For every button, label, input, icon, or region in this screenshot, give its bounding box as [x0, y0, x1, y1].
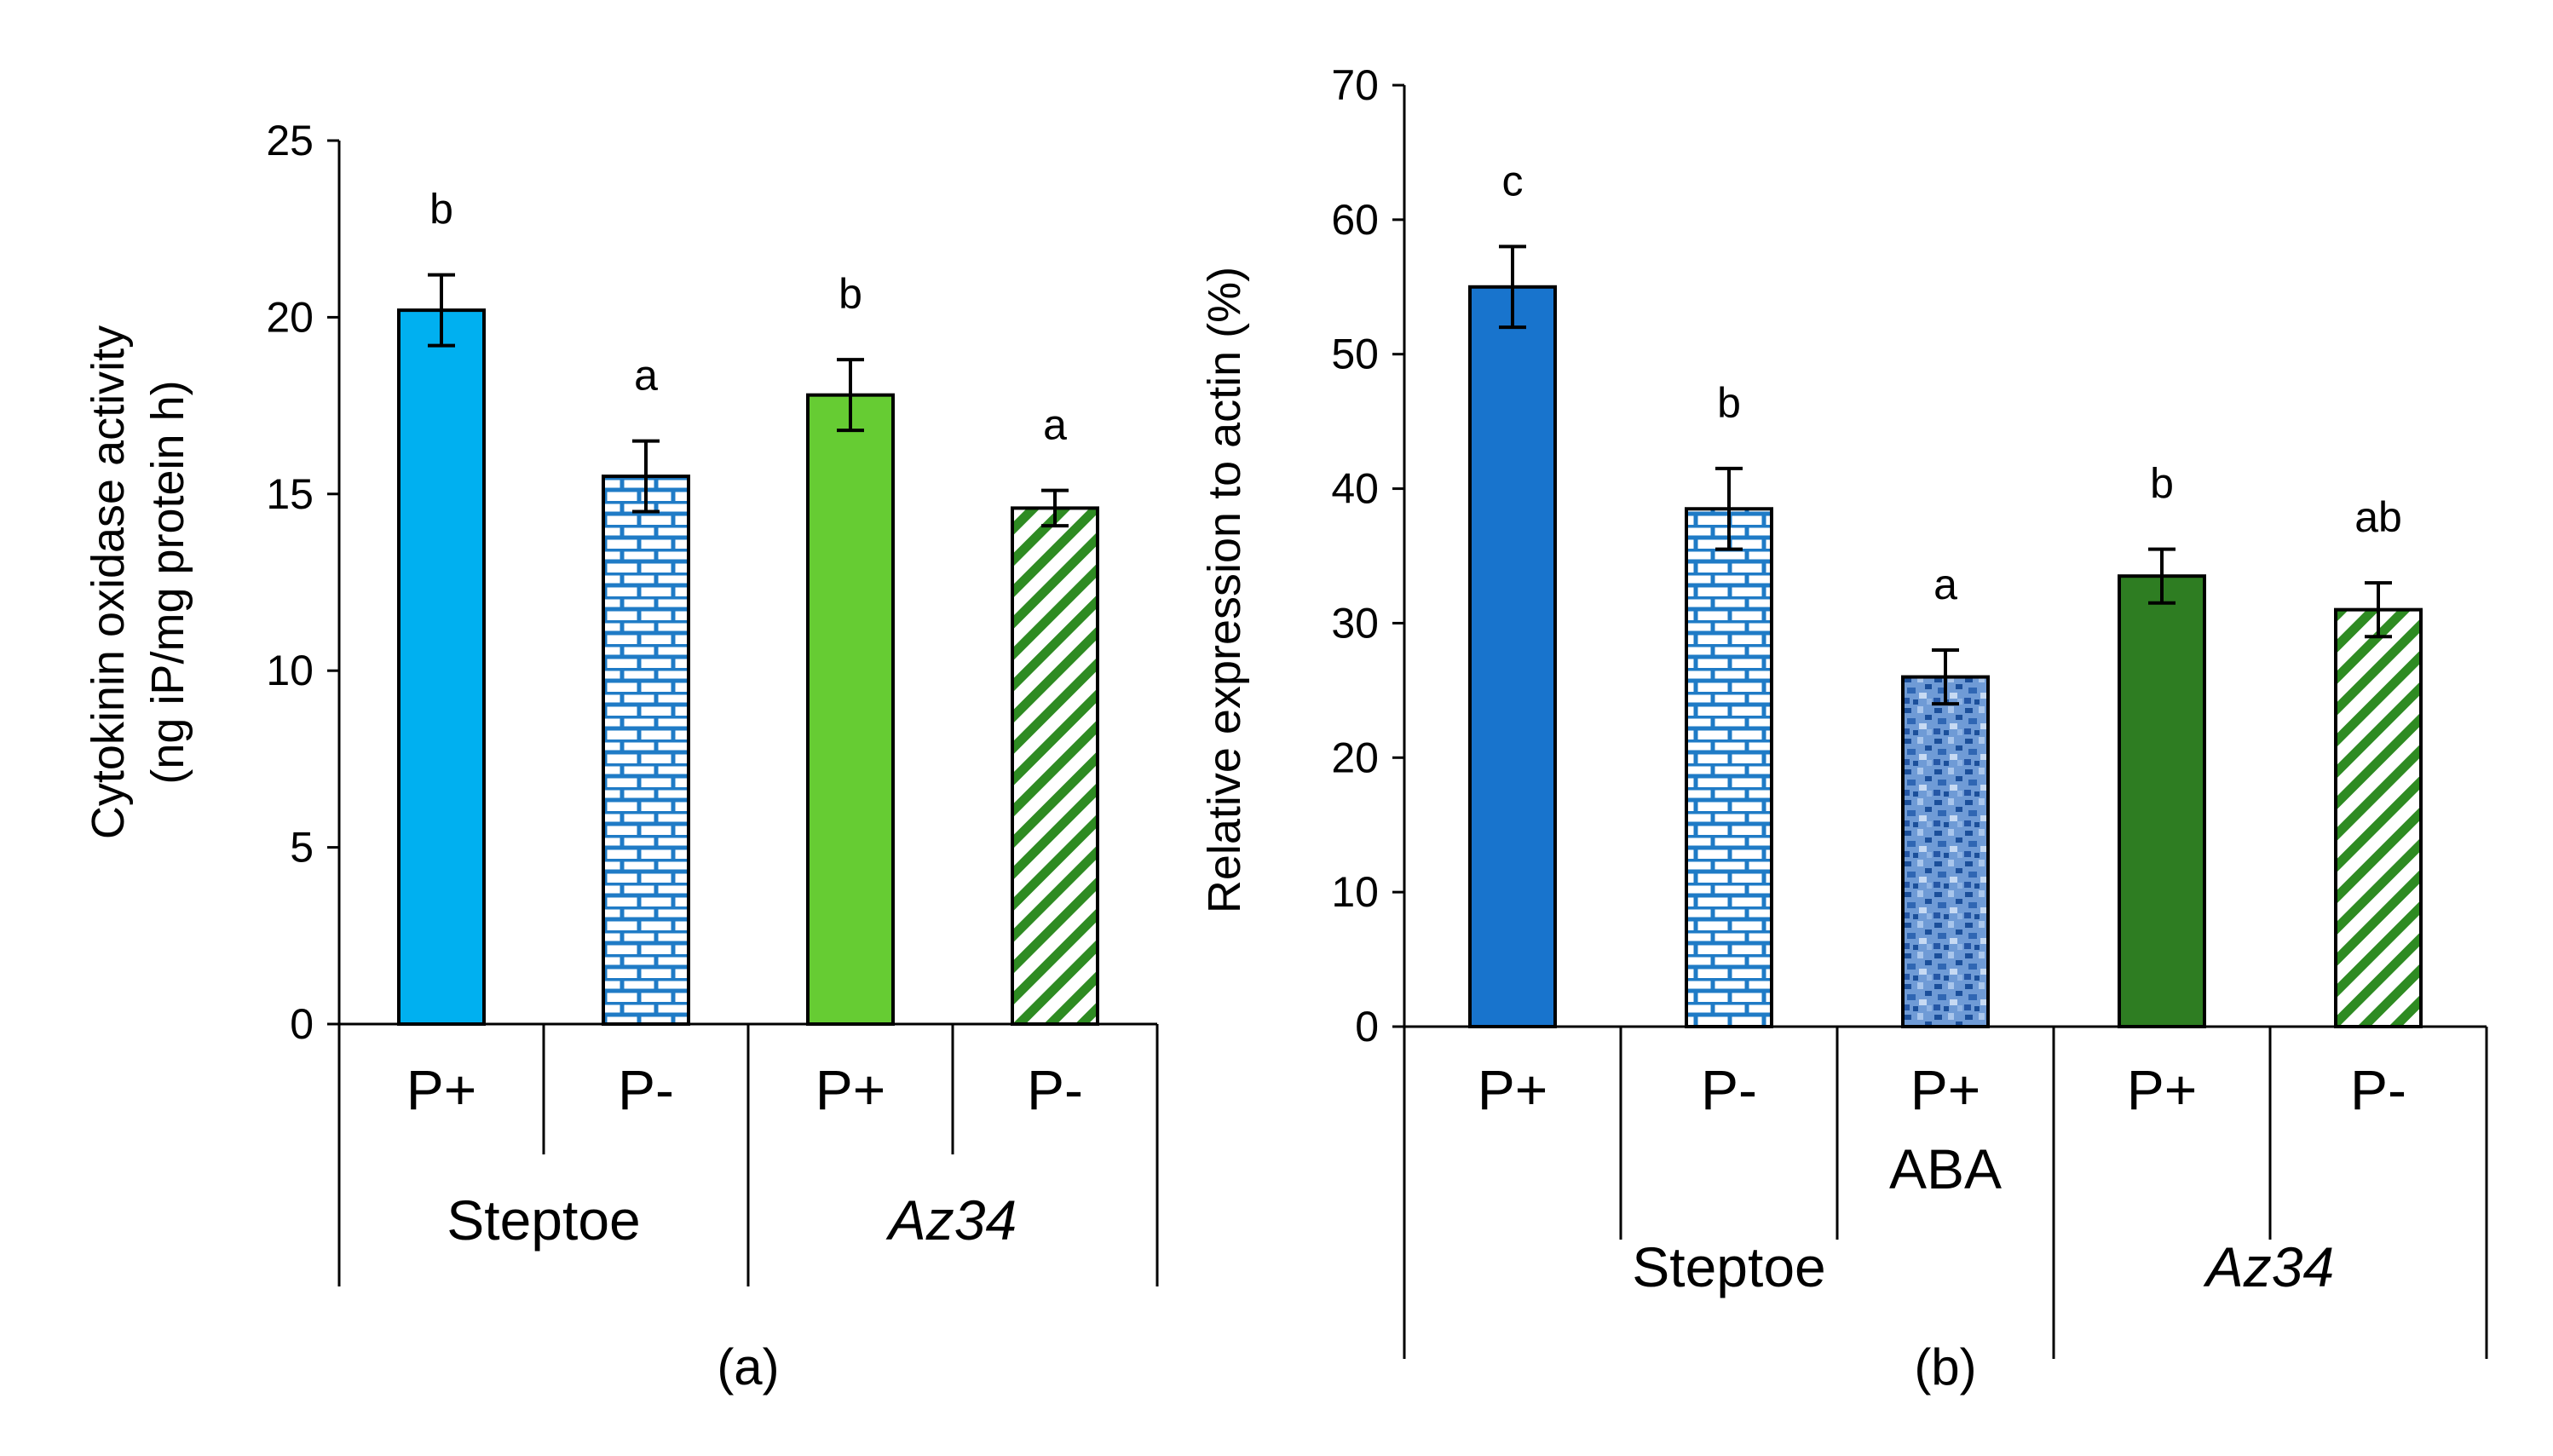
- y-tick-label: 60: [1331, 196, 1379, 244]
- bar-4: [1011, 506, 1099, 1026]
- category-label: P-: [2350, 1058, 2406, 1121]
- significance-label: b: [839, 270, 862, 318]
- y-tick-label: 10: [266, 647, 314, 694]
- category-label: P+: [815, 1058, 886, 1121]
- panel-label-b: (b): [1914, 1338, 1976, 1396]
- group-label: Steptoe: [1632, 1235, 1826, 1298]
- y-tick-label: 5: [290, 824, 314, 872]
- significance-label: a: [1043, 401, 1067, 449]
- y-tick-label: 70: [1331, 61, 1379, 109]
- significance-label: a: [634, 352, 658, 400]
- y-tick-label: 10: [1331, 868, 1379, 916]
- y-tick-label: 20: [266, 293, 314, 341]
- y-tick-label: 15: [266, 470, 314, 518]
- y-axis-title-units: (ng iP/mg protein h): [142, 380, 193, 784]
- panel-label-a: (a): [717, 1338, 779, 1396]
- significance-label: b: [1717, 379, 1741, 427]
- bar-2: [602, 475, 690, 1026]
- category-label: P-: [1027, 1058, 1083, 1121]
- significance-label: b: [429, 186, 453, 233]
- bar-5: [2334, 607, 2423, 1029]
- significance-label: a: [1933, 561, 1957, 608]
- y-tick-label: 25: [266, 117, 314, 164]
- y-tick-label: 50: [1331, 331, 1379, 378]
- bar-3: [1901, 675, 1990, 1028]
- y-axis-title: Relative expression to actin (%): [1199, 267, 1250, 913]
- y-tick-label: 0: [290, 1000, 314, 1048]
- panel-a-chart: 0 5 10 15 20 25 b a b a P+ P- P+ P- Steptoe Az34 Cytokin…: [83, 117, 1159, 1396]
- bar-4: [2118, 574, 2206, 1028]
- bar-1: [397, 308, 486, 1026]
- y-tick-label: 0: [1355, 1003, 1379, 1050]
- significance-label: ab: [2354, 493, 2402, 541]
- y-tick-label: 20: [1331, 734, 1379, 781]
- y-tick-label: 30: [1331, 599, 1379, 647]
- category-label: P-: [618, 1058, 674, 1121]
- category-label: P+ ABA: [1889, 1058, 2002, 1200]
- group-label: Steptoe: [447, 1188, 641, 1252]
- y-tick-label: 40: [1331, 465, 1379, 513]
- significance-label: b: [2150, 460, 2174, 508]
- significance-label: c: [1502, 157, 1524, 204]
- bar-3: [806, 393, 895, 1026]
- bar-2: [1685, 507, 1773, 1028]
- category-label: P-: [1701, 1058, 1757, 1121]
- category-label: P+: [1478, 1058, 1548, 1121]
- category-label: P+: [2127, 1058, 2198, 1121]
- group-label: Az34: [2203, 1235, 2334, 1298]
- category-label: P+: [406, 1058, 477, 1121]
- bar-1: [1468, 285, 1557, 1028]
- y-axis-title: Cytokinin oxidase activity: [83, 325, 134, 839]
- group-label: Az34: [885, 1188, 1017, 1252]
